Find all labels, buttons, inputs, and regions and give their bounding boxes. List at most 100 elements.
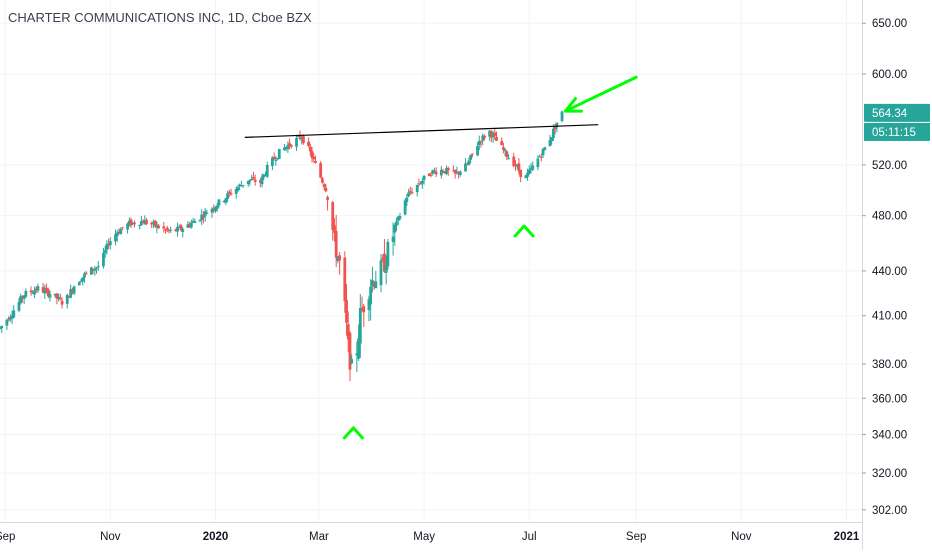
candle-body xyxy=(179,225,183,231)
candle-body xyxy=(441,170,445,172)
candle-body xyxy=(141,221,145,223)
candle-body xyxy=(343,257,347,301)
green-caret-marker xyxy=(342,426,364,440)
candle-body xyxy=(227,191,231,193)
time-tick-label: 2021 xyxy=(834,531,860,543)
candle-body xyxy=(71,289,74,292)
candle-body xyxy=(164,229,167,231)
candle-body xyxy=(350,359,354,364)
candle-body xyxy=(452,170,455,172)
candle-body xyxy=(296,135,300,137)
candle-body xyxy=(186,224,190,228)
candle-body xyxy=(274,160,278,162)
candle-body xyxy=(91,268,95,271)
candle-body xyxy=(115,232,119,237)
candle-body xyxy=(453,169,457,174)
candle-body xyxy=(539,156,543,158)
candle-body xyxy=(443,171,447,173)
price-tick-label: 340.00 xyxy=(872,430,907,442)
candle-body xyxy=(298,135,302,139)
candle-body xyxy=(429,174,433,176)
candle-body xyxy=(31,292,35,294)
candle-body xyxy=(107,244,111,246)
candle-body xyxy=(41,287,45,293)
candle-body xyxy=(536,158,540,168)
candle-body xyxy=(369,286,373,305)
time-tick-label: Sep xyxy=(626,531,646,543)
candle-body xyxy=(203,211,207,217)
candle-body xyxy=(284,147,288,149)
candle-body xyxy=(181,229,185,233)
candle-body xyxy=(139,220,143,226)
candle-body xyxy=(129,219,133,226)
price-tick-label: 380.00 xyxy=(872,359,907,371)
candle-body xyxy=(433,170,436,172)
candle-body xyxy=(419,183,423,185)
candle-body xyxy=(102,252,105,267)
candle-body xyxy=(345,299,348,323)
candle-body xyxy=(55,293,59,299)
candle-body xyxy=(46,289,50,297)
candle-body xyxy=(489,131,493,138)
candle-body xyxy=(222,201,226,203)
candle-body xyxy=(384,265,388,273)
candle-body xyxy=(157,225,161,229)
candle-body xyxy=(22,295,26,299)
countdown-label: 05:11:15 xyxy=(872,127,916,139)
grid-layer xyxy=(0,0,862,522)
candle-body xyxy=(81,277,85,282)
candle-body xyxy=(322,184,326,188)
candle-body xyxy=(5,319,9,326)
candle-body xyxy=(162,226,166,229)
candle-body xyxy=(200,214,204,221)
candle-body xyxy=(217,199,221,206)
candle-body xyxy=(324,187,328,192)
candle-body xyxy=(105,243,109,251)
candle-body xyxy=(119,229,123,235)
candle-body xyxy=(121,227,124,229)
candle-body xyxy=(288,143,292,146)
candle-body xyxy=(464,163,467,172)
candle-body xyxy=(405,197,409,202)
candle-body xyxy=(483,135,486,139)
candle-body xyxy=(0,325,4,329)
candle-body xyxy=(95,267,98,269)
candle-body xyxy=(7,319,11,321)
candle-body xyxy=(527,169,531,174)
candle-body xyxy=(96,266,100,268)
candle-body xyxy=(138,224,142,226)
price-tick-label: 480.00 xyxy=(872,211,907,223)
candle-body xyxy=(500,141,504,146)
resistance-trendline xyxy=(244,124,599,138)
candle-body xyxy=(479,141,483,143)
candle-body xyxy=(234,188,238,194)
candle-body xyxy=(362,306,366,313)
candle-body xyxy=(391,236,395,242)
candle-body xyxy=(396,216,400,221)
candle-body xyxy=(314,161,317,163)
candle-body xyxy=(515,165,519,167)
candle-body xyxy=(493,132,497,136)
candle-body xyxy=(117,231,121,234)
candle-body xyxy=(355,353,359,356)
candle-body xyxy=(165,227,169,231)
candle-body xyxy=(445,167,448,174)
candle-body xyxy=(155,224,159,228)
candle-body xyxy=(153,220,157,227)
candle-body xyxy=(357,338,360,359)
candle-body xyxy=(519,169,523,178)
candle-body xyxy=(145,219,148,224)
time-tick-label: 2020 xyxy=(203,531,229,543)
candle-body xyxy=(289,144,293,147)
candle-body xyxy=(512,156,516,167)
candle-body xyxy=(439,169,443,176)
candle-body xyxy=(434,171,438,175)
candle-body xyxy=(191,220,195,223)
candle-body xyxy=(84,272,88,274)
candle-body xyxy=(239,185,243,187)
candle-body xyxy=(502,147,505,150)
candle-body xyxy=(383,253,386,272)
candle-body xyxy=(415,185,419,193)
